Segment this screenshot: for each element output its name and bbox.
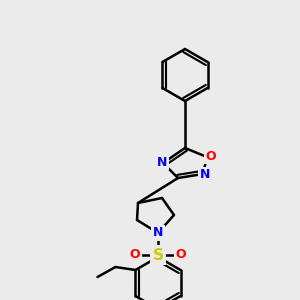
Text: O: O [206,149,216,163]
Text: O: O [176,248,186,262]
Text: N: N [153,226,163,239]
Text: N: N [157,155,167,169]
Text: S: S [152,248,164,262]
Text: O: O [130,248,140,262]
Text: N: N [200,169,210,182]
